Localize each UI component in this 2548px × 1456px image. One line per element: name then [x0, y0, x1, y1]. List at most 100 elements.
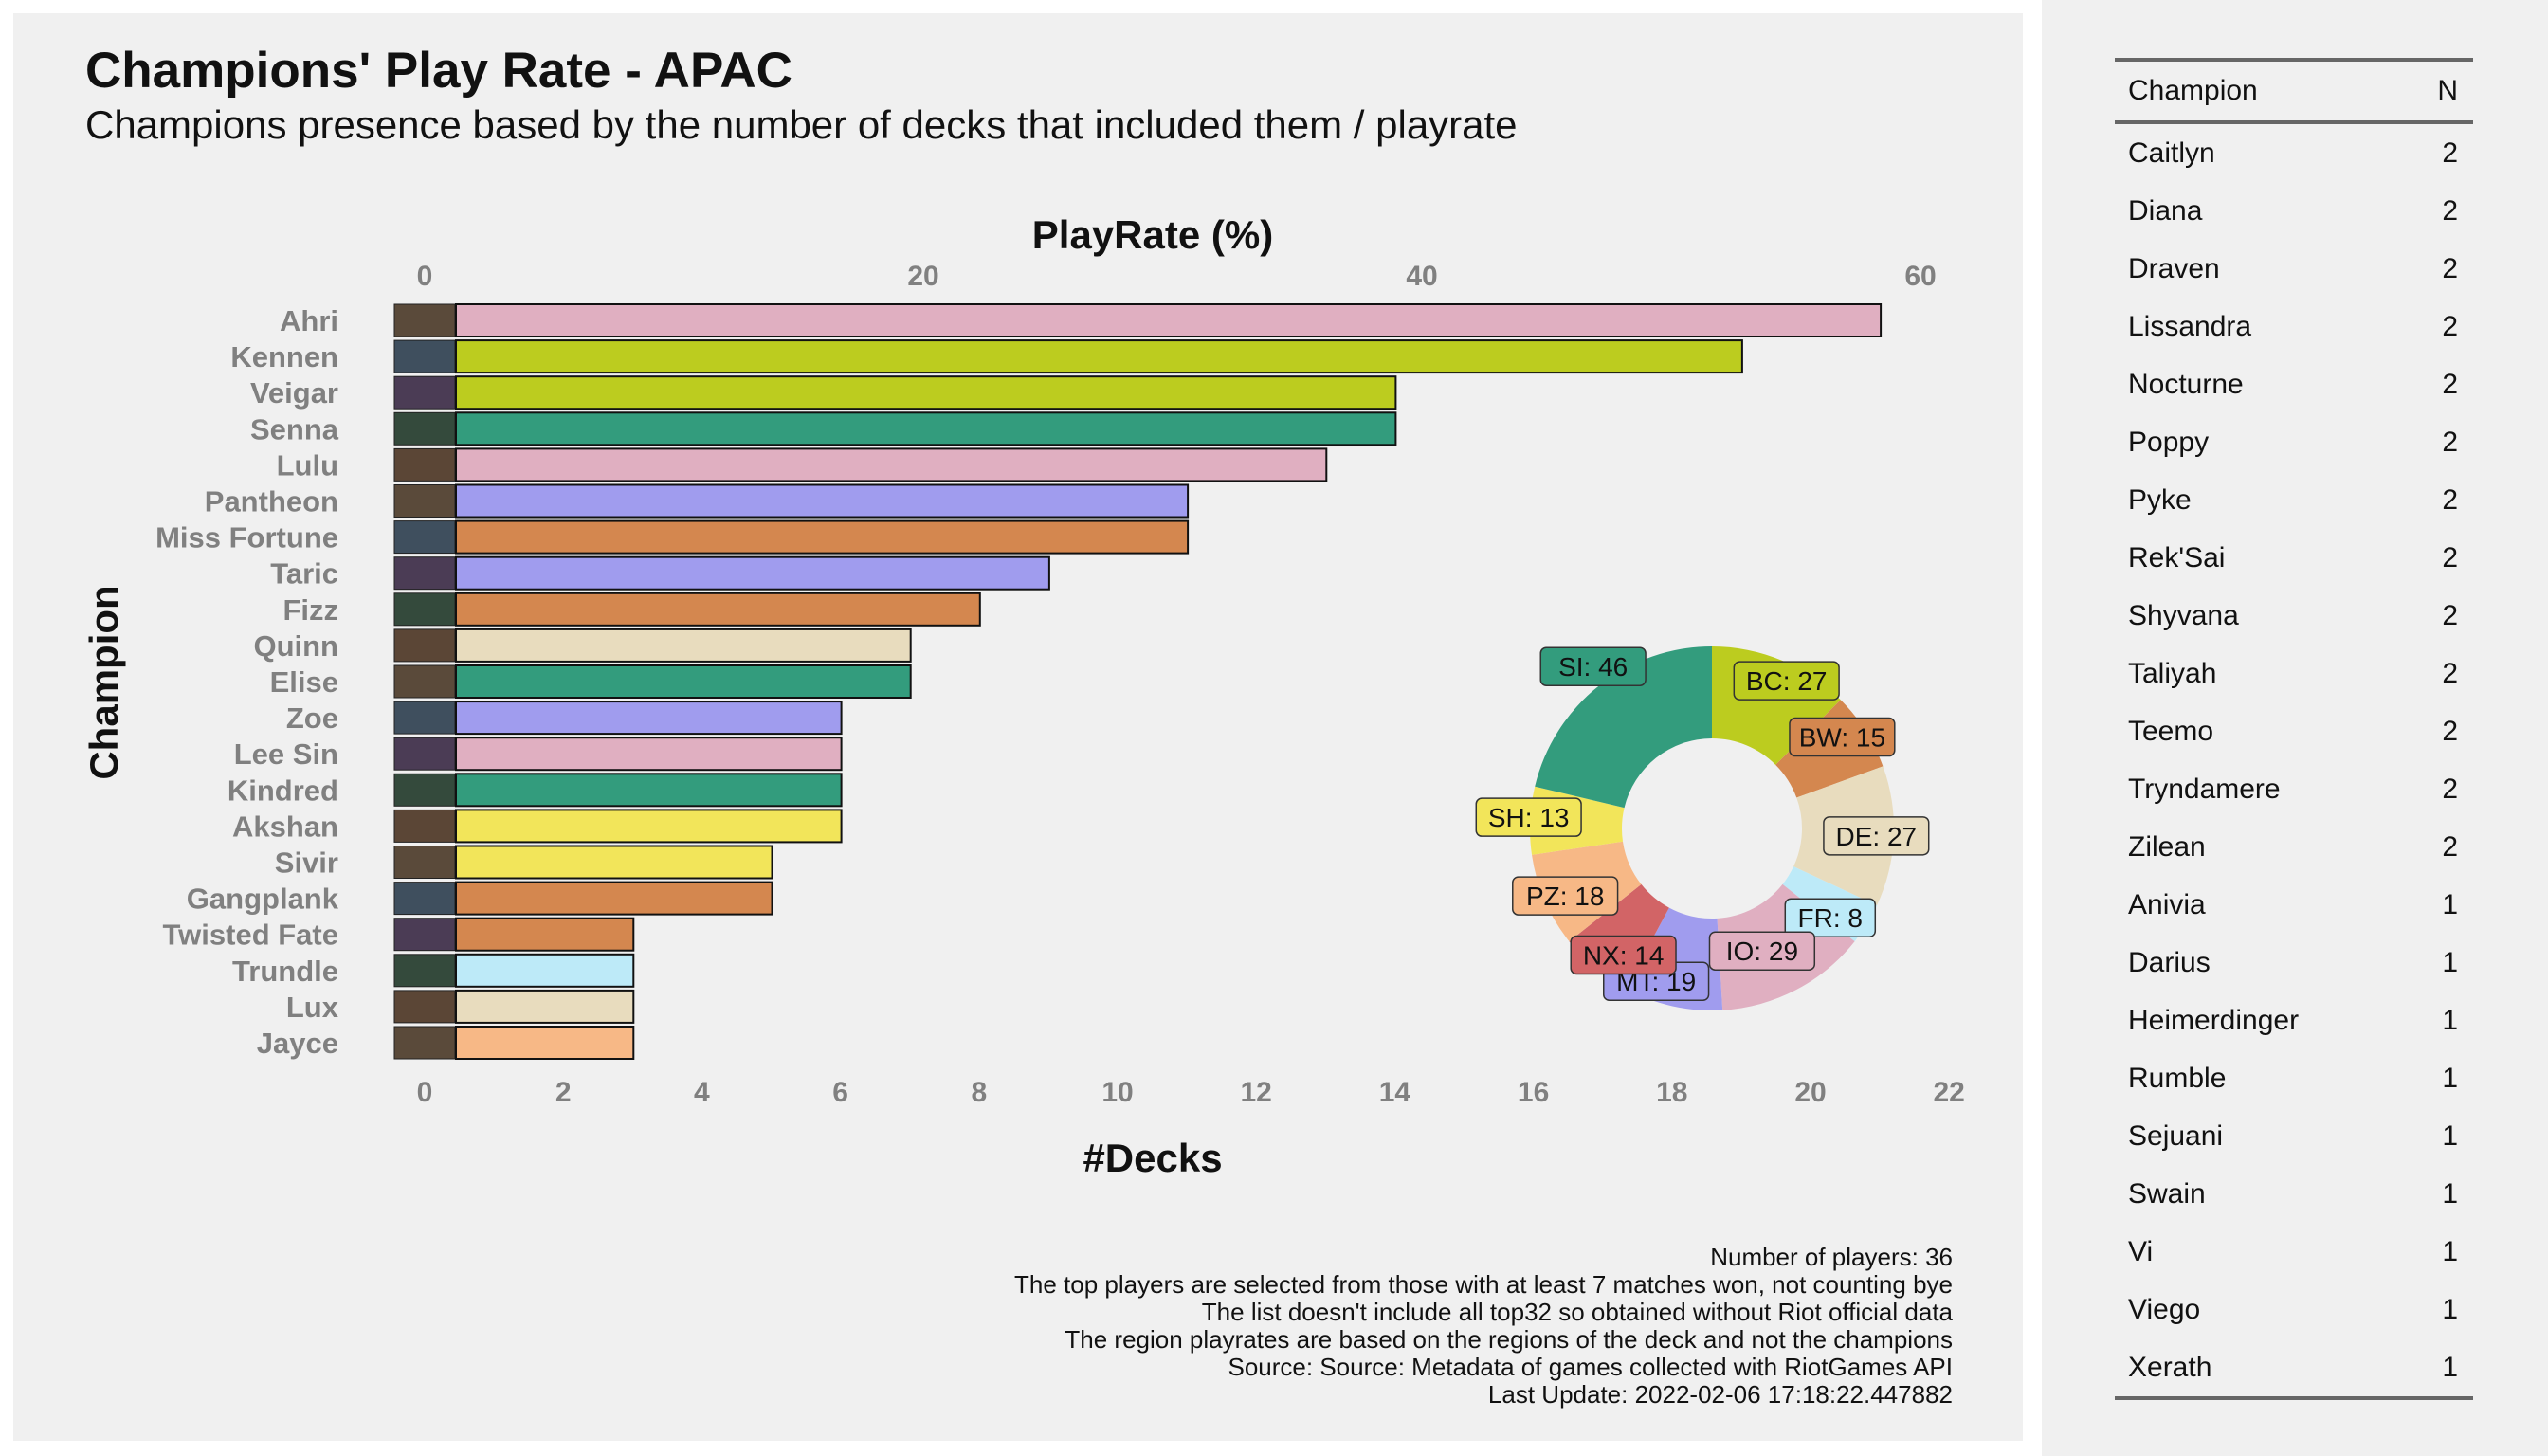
- category-label: Gangplank: [187, 883, 339, 916]
- donut-label-box: [1539, 646, 1647, 686]
- bar: [455, 701, 843, 736]
- donut-label: FR: 8: [1798, 903, 1863, 933]
- donut-label: BC: 27: [1746, 666, 1828, 696]
- donut-label: BW: 15: [1799, 723, 1885, 753]
- bar: [455, 881, 774, 916]
- cell-champion: Rumble: [2128, 1062, 2227, 1094]
- donut-label: SI: 46: [1558, 652, 1628, 682]
- cell-n: 1: [2442, 1062, 2458, 1094]
- table-row: Teemo 2: [2115, 702, 2473, 760]
- cell-champion: Sejuani: [2128, 1119, 2224, 1152]
- table-row: Sejuani 1: [2115, 1107, 2473, 1165]
- table-row: Shyvana 2: [2115, 587, 2473, 645]
- bar: [455, 664, 912, 699]
- champion-thumbnail: [394, 882, 455, 915]
- category-label: Quinn: [253, 629, 338, 663]
- cell-n: 2: [2442, 252, 2458, 284]
- cell-champion: Zilean: [2128, 830, 2206, 863]
- x-tick-label: 2: [555, 1077, 572, 1108]
- cell-n: 1: [2442, 1235, 2458, 1267]
- cell-n: 2: [2442, 136, 2458, 169]
- champion-thumbnail: [394, 774, 455, 807]
- table-row: Diana 2: [2115, 182, 2473, 240]
- table-row: Lissandra 2: [2115, 298, 2473, 355]
- bar: [455, 592, 981, 627]
- x-axis-title: #Decks: [1083, 1136, 1222, 1180]
- bar: [455, 917, 635, 952]
- cell-champion: Nocturne: [2128, 368, 2244, 400]
- cell-champion: Tryndamere: [2128, 773, 2281, 805]
- x2-tick-label: 0: [417, 261, 433, 292]
- donut-label-box: [1512, 876, 1619, 916]
- bar: [455, 303, 1883, 337]
- bar: [455, 411, 1397, 446]
- table-row: Vi 1: [2115, 1223, 2473, 1281]
- x2-tick-label: 40: [1406, 261, 1437, 292]
- donut-label: NX: 14: [1583, 941, 1665, 971]
- cell-n: 1: [2442, 1293, 2458, 1325]
- champion-thumbnail: [394, 810, 455, 843]
- donut-label-box: [1789, 717, 1896, 757]
- cell-champion: Swain: [2128, 1177, 2206, 1210]
- cell-n: 1: [2442, 1119, 2458, 1152]
- table-row: Tryndamere 2: [2115, 760, 2473, 818]
- table-header: Champion N: [2115, 62, 2473, 120]
- chart-notes: Number of players: 36 The top players ar…: [1014, 1244, 1953, 1409]
- champion-thumbnail: [394, 846, 455, 879]
- cell-champion: Darius: [2128, 946, 2211, 978]
- header-n: N: [2437, 75, 2458, 106]
- category-label: Kindred: [228, 774, 338, 807]
- table-row: Poppy 2: [2115, 413, 2473, 471]
- donut-label-box: [1733, 661, 1840, 701]
- note-line: The top players are selected from those …: [1014, 1270, 1953, 1299]
- champion-thumbnail: [394, 340, 455, 373]
- table-panel: [2042, 0, 2548, 1456]
- bar: [455, 555, 1050, 591]
- category-label: Veigar: [250, 376, 338, 410]
- table-row: Viego 1: [2115, 1281, 2473, 1338]
- x-tick-label: 0: [417, 1077, 433, 1108]
- category-label: Akshan: [232, 810, 338, 843]
- category-label: Pantheon: [205, 485, 338, 519]
- x-tick-label: 4: [694, 1077, 710, 1108]
- table-row: Zilean 2: [2115, 818, 2473, 876]
- table-row: Swain 1: [2115, 1165, 2473, 1223]
- donut-label-box: [1708, 931, 1816, 971]
- table-row: Rumble 1: [2115, 1049, 2473, 1107]
- table-header-rule: [2115, 120, 2473, 124]
- donut-label-box: [1475, 797, 1582, 837]
- cell-champion: Vi: [2128, 1235, 2154, 1267]
- cell-n: 2: [2442, 194, 2458, 227]
- table-top-rule: [2115, 58, 2473, 62]
- x2-axis-title: PlayRate (%): [1032, 212, 1273, 257]
- cell-n: 1: [2442, 1177, 2458, 1210]
- category-label: Sivir: [275, 846, 338, 880]
- table-row: Rek'Sai 2: [2115, 529, 2473, 587]
- x-tick-label: 14: [1379, 1077, 1411, 1108]
- header-champion: Champion: [2128, 75, 2258, 106]
- table-row: Heimerdinger 1: [2115, 992, 2473, 1049]
- category-label: Taric: [270, 557, 338, 591]
- champion-thumbnail: [394, 737, 455, 771]
- champion-thumbnail: [394, 556, 455, 590]
- cell-champion: Lissandra: [2128, 310, 2252, 342]
- cell-n: 1: [2442, 888, 2458, 920]
- cell-n: 1: [2442, 946, 2458, 978]
- chart-subtitle: Champions presence based by the number o…: [85, 102, 1518, 147]
- champion-thumbnail: [394, 954, 455, 987]
- table-row: Caitlyn 2: [2115, 124, 2473, 182]
- champion-thumbnail: [394, 1027, 455, 1059]
- cell-champion: Xerath: [2128, 1351, 2212, 1383]
- cell-champion: Pyke: [2128, 483, 2192, 516]
- note-line: Source: Source: Metadata of games collec…: [1228, 1353, 1954, 1381]
- cell-champion: Shyvana: [2128, 599, 2239, 631]
- chart-title: Champions' Play Rate - APAC: [85, 43, 792, 99]
- category-label: Ahri: [280, 304, 338, 337]
- category-label: Senna: [250, 412, 339, 446]
- donut-label: SH: 13: [1488, 803, 1570, 832]
- category-label: Twisted Fate: [163, 919, 338, 952]
- category-label: Elise: [270, 665, 338, 699]
- bar: [455, 809, 843, 844]
- donut-label: IO: 29: [1726, 937, 1798, 966]
